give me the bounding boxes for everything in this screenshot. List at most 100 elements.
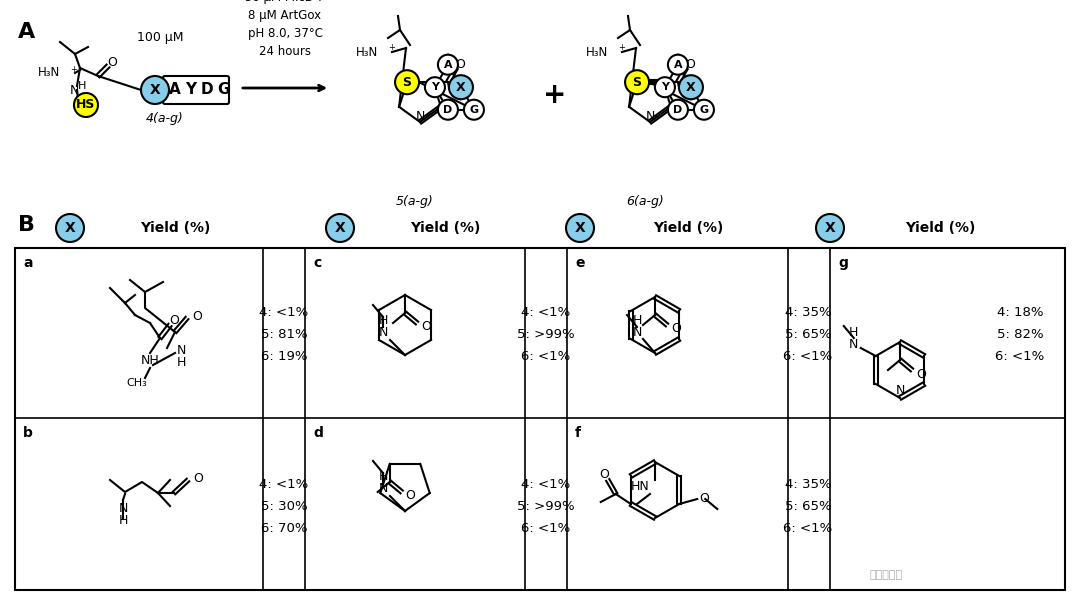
Text: 4: <1%: 4: <1% [522, 478, 570, 490]
Text: CH₃: CH₃ [126, 378, 147, 388]
Text: 4: 35%: 4: 35% [785, 478, 832, 490]
Text: 6(a-g): 6(a-g) [626, 195, 664, 208]
Text: G: G [470, 105, 478, 115]
Text: N: N [416, 111, 424, 123]
Text: 4: <1%: 4: <1% [522, 307, 570, 320]
Text: 6: <1%: 6: <1% [783, 350, 833, 364]
Text: 仓库信息网: 仓库信息网 [870, 570, 903, 580]
Text: HN: HN [631, 481, 649, 493]
Text: O: O [699, 492, 710, 505]
Text: 5: 65%: 5: 65% [785, 499, 832, 513]
Text: d: d [313, 426, 323, 440]
Text: D: D [201, 82, 214, 97]
Text: H: H [78, 81, 86, 91]
Text: N: N [895, 383, 905, 397]
Text: O: O [685, 58, 694, 71]
Text: N: N [119, 502, 127, 515]
Text: N: N [646, 111, 654, 123]
Text: D: D [201, 82, 214, 97]
Text: H₃N: H₃N [38, 67, 60, 79]
Circle shape [395, 70, 419, 94]
Text: O: O [170, 314, 179, 328]
Circle shape [424, 77, 445, 97]
Text: 4(a-g): 4(a-g) [146, 112, 184, 125]
Text: B: B [18, 215, 35, 235]
Text: 50 μM MicD-F
8 μM ArtGox
pH 8.0, 37°C
24 hours: 50 μM MicD-F 8 μM ArtGox pH 8.0, 37°C 24… [245, 0, 325, 58]
Text: H: H [632, 314, 642, 328]
Text: X: X [575, 221, 585, 235]
Text: N: N [378, 483, 388, 495]
Circle shape [449, 75, 473, 99]
Text: G: G [217, 82, 229, 97]
Text: O: O [455, 58, 464, 71]
Text: 6: 70%: 6: 70% [260, 522, 307, 534]
Text: b: b [23, 426, 32, 440]
Text: O: O [916, 367, 926, 380]
Text: 4: <1%: 4: <1% [259, 307, 309, 320]
Text: A: A [18, 22, 36, 42]
Circle shape [566, 214, 594, 242]
Circle shape [625, 70, 649, 94]
Circle shape [437, 55, 458, 75]
Text: 4: 35%: 4: 35% [785, 307, 832, 320]
Circle shape [464, 100, 484, 120]
Text: N: N [632, 326, 642, 340]
Text: G: G [217, 82, 229, 97]
Circle shape [141, 76, 168, 104]
FancyBboxPatch shape [163, 76, 229, 104]
Text: 6: <1%: 6: <1% [996, 350, 1044, 364]
Text: HS: HS [77, 99, 96, 112]
Text: c: c [313, 256, 321, 270]
Circle shape [56, 214, 84, 242]
Text: H: H [378, 314, 388, 328]
Text: 4: 18%: 4: 18% [997, 307, 1043, 320]
Text: 6: <1%: 6: <1% [522, 522, 570, 534]
Text: 6: 19%: 6: 19% [260, 350, 307, 364]
Text: 5: >99%: 5: >99% [517, 499, 575, 513]
Text: 5: 82%: 5: 82% [997, 329, 1043, 341]
Text: 6: <1%: 6: <1% [522, 350, 570, 364]
Text: Y: Y [185, 82, 197, 97]
Circle shape [816, 214, 843, 242]
Text: X: X [686, 81, 696, 94]
Text: X: X [456, 81, 465, 94]
Text: N: N [69, 84, 79, 97]
Circle shape [75, 93, 98, 117]
Text: S: S [633, 76, 642, 89]
Text: O: O [406, 489, 416, 502]
Circle shape [326, 214, 354, 242]
Text: f: f [575, 426, 581, 440]
Text: a: a [23, 256, 32, 270]
Text: H₃N: H₃N [355, 46, 378, 58]
Text: O: O [421, 320, 431, 334]
Text: NH: NH [140, 355, 160, 367]
Text: O: O [193, 472, 203, 484]
Text: H: H [177, 356, 187, 368]
Text: +: + [389, 43, 395, 52]
Text: H: H [849, 326, 859, 338]
Text: N: N [177, 344, 187, 356]
Text: 5: 81%: 5: 81% [260, 329, 308, 341]
Text: G: G [700, 105, 708, 115]
Circle shape [437, 100, 458, 120]
Text: X: X [335, 221, 346, 235]
Text: Yield (%): Yield (%) [905, 221, 975, 235]
Text: X: X [65, 221, 76, 235]
Text: g: g [838, 256, 848, 270]
Circle shape [667, 55, 688, 75]
Circle shape [694, 100, 714, 120]
Text: O: O [598, 468, 609, 481]
Text: O: O [192, 310, 202, 323]
Text: H: H [378, 471, 388, 483]
Circle shape [667, 100, 688, 120]
Text: N: N [849, 338, 859, 350]
Text: A: A [444, 59, 453, 70]
Text: A: A [674, 59, 683, 70]
Text: 6: <1%: 6: <1% [783, 522, 833, 534]
Text: Y: Y [661, 82, 669, 92]
Text: Yield (%): Yield (%) [139, 221, 211, 235]
Text: S: S [403, 76, 411, 89]
Text: +: + [543, 81, 567, 109]
Text: A: A [168, 82, 180, 97]
Text: 5: 30%: 5: 30% [260, 499, 308, 513]
